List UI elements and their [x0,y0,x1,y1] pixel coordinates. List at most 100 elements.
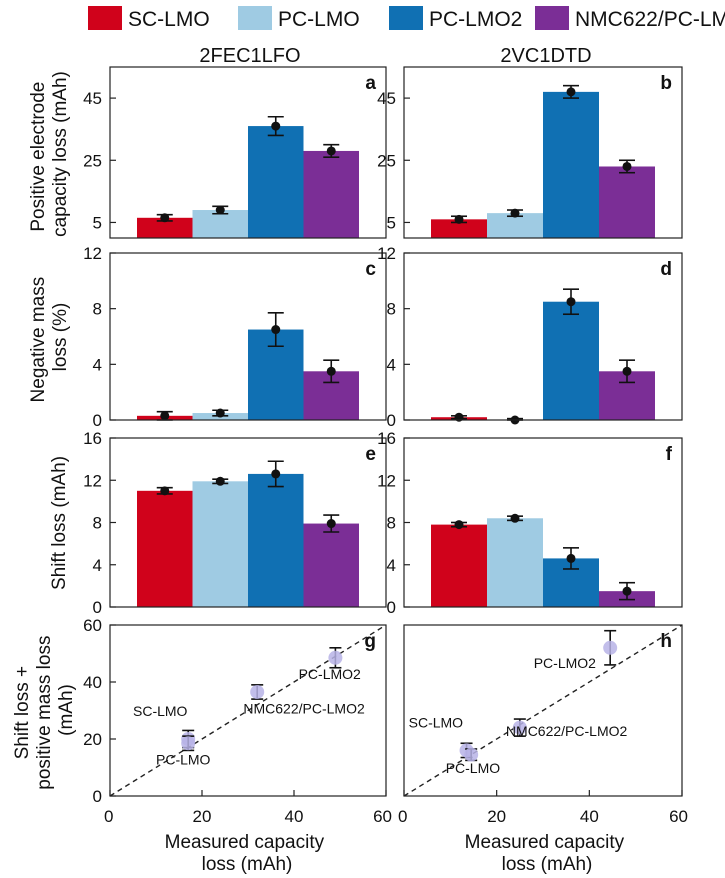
mean-marker-b-sc-lmo [454,214,464,224]
mean-marker-d-pc-lmo2 [566,297,576,307]
panel-letter-c: c [365,259,376,280]
x-tick-label-h-0: 0 [398,807,407,826]
y-axis-title-sum-loss-line3: (mAh) [56,684,77,736]
y-tick-label-c-3: 12 [83,244,102,263]
legend: SC-LMO PC-LMO PC-LMO2 NMC622/PC-LMO2 [88,6,725,31]
legend-swatch-pc-lmo [238,6,272,30]
x-tick-label-h-1: 20 [487,807,506,826]
panel-c: 0 4 8 12 c [83,244,387,430]
point-h-pc-lmo [464,747,479,762]
point-label-h-pc-lmo: PC-LMO [446,760,501,776]
bar-d-pc-lmo2 [543,301,599,420]
bar-e-pc-lmo [192,481,248,607]
panel-frame-c [109,252,387,421]
panel-letter-h: h [660,631,672,652]
panel-a: 5 25 45 a [83,66,387,239]
y-axis-title-positive-capacity-line1: Positive electrode [28,82,49,232]
y-tick-label-c-1: 4 [93,355,102,374]
y-axis-title-negative-mass: Negative mass loss (%) [28,272,71,403]
y-axis-title-sum-loss-line1: Shift loss + [12,666,33,759]
x-axis-title-left-line2: loss (mAh) [202,854,293,875]
point-g-nmc622-pc-lmo2 [250,684,265,699]
panel-frame-d [403,252,683,421]
y-tick-label-e-3: 12 [83,471,102,490]
point-label-g-nmc622-pc-lmo2: NMC622/PC-LMO2 [243,700,365,716]
mean-marker-e-pc-lmo2 [271,469,281,479]
panel-d: 0 4 8 12 d [377,244,683,430]
y-tick-label-g-2: 40 [83,673,102,692]
mean-marker-c-pc-lmo2 [271,325,281,335]
mean-marker-b-nmc622-pc-lmo2 [622,161,632,171]
legend-label-nmc622-pc-lmo2: NMC622/PC-LMO2 [575,8,725,31]
y-tick-label-a-2: 45 [83,89,102,108]
bar-b-sc-lmo [431,219,487,238]
bar-b-nmc622-pc-lmo2 [599,166,655,238]
bar-f-sc-lmo [431,524,487,607]
mean-marker-f-pc-lmo2 [566,553,576,563]
panel-frame-e [109,437,387,608]
y-tick-label-a-1: 25 [83,151,102,170]
legend-label-sc-lmo: SC-LMO [128,8,210,31]
point-h-pc-lmo2 [603,640,618,655]
mean-marker-a-pc-lmo [215,205,225,215]
y-tick-label-f-3: 12 [377,471,396,490]
y-axis-title-sum-loss: Shift loss + positive mass loss (mAh) [12,630,77,789]
panel-f: 0 4 8 12 16 f [377,429,683,617]
bar-a-pc-lmo2 [248,126,304,238]
panel-b: 5 25 45 b [377,66,683,239]
panel-g: SC-LMO PC-LMO NMC622/PC-LMO2 PC-LMO2 0 20 40 60… [83,616,392,826]
mean-marker-a-nmc622-pc-lmo2 [326,146,336,156]
panel-frame-f [403,437,683,608]
mean-marker-e-pc-lmo [215,476,225,486]
x-tick-label-g-0: 0 [104,807,113,826]
bar-e-nmc622-pc-lmo2 [303,523,359,607]
x-tick-label-g-2: 40 [285,807,304,826]
legend-swatch-sc-lmo [88,6,122,30]
y-tick-label-d-1: 4 [387,355,396,374]
x-tick-label-g-3: 60 [373,807,392,826]
point-h-nmc622-pc-lmo2 [512,720,527,735]
y-tick-label-a-0: 5 [93,213,102,232]
y-tick-label-e-2: 8 [93,514,102,533]
y-tick-label-e-0: 0 [93,598,102,617]
panel-frame-a [109,66,387,239]
point-g-pc-lmo2 [328,650,343,665]
x-axis-title-right-line1: Measured capacity [465,832,625,853]
point-label-g-sc-lmo: SC-LMO [133,703,188,719]
x-axis-title-left: Measured capacity loss (mAh) [165,832,330,875]
panels: 52545a52545b04812c04812d0481216e0481216f… [83,66,688,826]
bar-a-pc-lmo [192,210,248,238]
y-axis-title-sum-loss-line2: positive mass loss [34,636,55,790]
x-axis-title-right-line2: loss (mAh) [502,854,593,875]
legend-item-nmc622-pc-lmo2: NMC622/PC-LMO2 [535,6,725,31]
column-title-2fec1lfo: 2FEC1LFO [199,45,300,67]
point-label-h-sc-lmo: SC-LMO [409,715,464,731]
mean-marker-b-pc-lmo2 [566,87,576,97]
x-axis-title-left-line1: Measured capacity [165,832,325,853]
y-axis-title-negative-mass-line1: Negative mass [28,277,49,403]
panel-frame-h [403,624,683,797]
mean-marker-c-sc-lmo [160,411,170,421]
mean-marker-a-pc-lmo2 [271,121,281,131]
y-tick-label-b-2: 45 [377,89,396,108]
panel-frame-g [109,624,387,797]
x-tick-label-g-1: 20 [193,807,212,826]
x-tick-label-h-2: 40 [580,807,599,826]
legend-item-sc-lmo: SC-LMO [88,6,210,31]
y-tick-label-g-0: 0 [93,787,102,806]
y-tick-label-f-1: 4 [387,556,396,575]
panel-e: 0 4 8 12 16 e [83,429,387,617]
panel-letter-g: g [364,631,376,652]
y-tick-label-c-2: 8 [93,300,102,319]
y-axis-title-shift-loss: Shift loss (mAh) [49,456,70,590]
point-label-g-pc-lmo2: PC-LMO2 [299,666,361,682]
legend-item-pc-lmo: PC-LMO [238,6,360,31]
mean-marker-e-nmc622-pc-lmo2 [326,519,336,529]
panel-letter-f: f [666,444,673,465]
y-tick-label-c-0: 0 [93,411,102,430]
y-axis-title-shift-loss-line1: Shift loss (mAh) [49,456,70,590]
point-label-h-nmc622-pc-lmo2: NMC622/PC-LMO2 [506,723,628,739]
y-tick-label-f-2: 8 [387,514,396,533]
y-tick-label-e-1: 4 [93,556,102,575]
